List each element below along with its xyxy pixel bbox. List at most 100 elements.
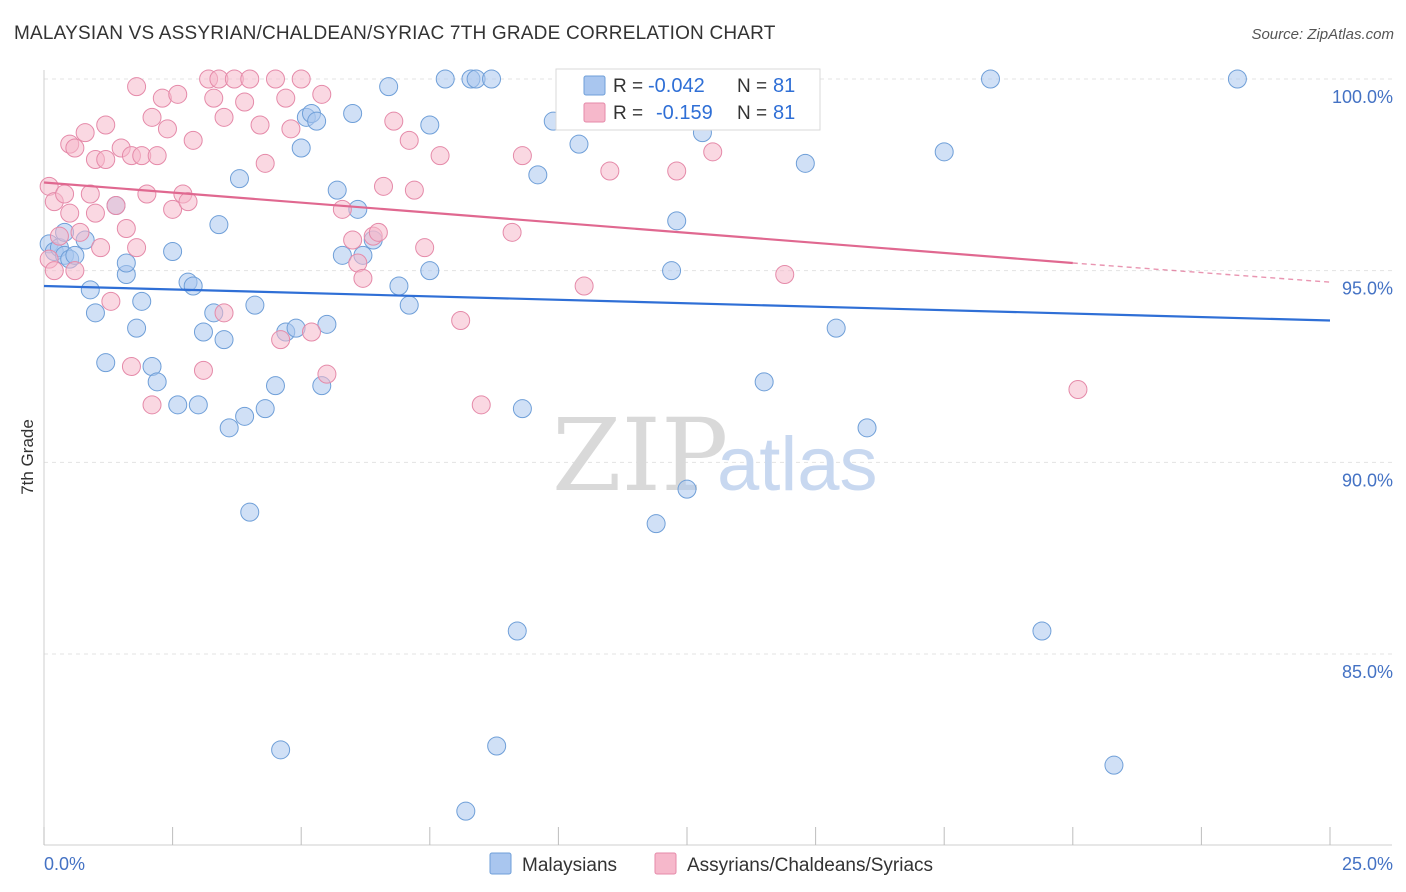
data-point-assyrians — [353, 268, 373, 288]
x-tick-label-max: 25.0% — [1342, 854, 1393, 874]
data-point-malaysians — [934, 142, 954, 162]
y-axis-tick-labels: 100.0% 95.0% 90.0% 85.0% — [1332, 87, 1393, 682]
data-point-malaysians — [291, 138, 311, 158]
legend-swatch-assyrians — [583, 102, 606, 123]
data-point-malaysians — [229, 169, 249, 189]
data-point-assyrians — [96, 115, 116, 135]
data-point-assyrians — [317, 364, 337, 384]
data-point-assyrians — [127, 77, 147, 97]
legend-r-value-0: -0.042 — [648, 75, 705, 97]
data-point-assyrians — [65, 261, 85, 281]
grid-lines — [44, 78, 1392, 655]
data-point-malaysians — [188, 395, 208, 415]
legend-r-label-0: R = — [613, 76, 643, 97]
data-point-malaysians — [569, 134, 589, 154]
trend-line-extension-assyrians — [1072, 262, 1331, 283]
data-point-malaysians — [80, 280, 100, 300]
trend-line-malaysians — [43, 284, 1331, 322]
data-point-assyrians — [512, 146, 532, 166]
data-point-malaysians — [255, 399, 275, 419]
data-point-assyrians — [121, 357, 141, 376]
data-point-assyrians — [127, 238, 147, 258]
data-point-assyrians — [281, 119, 301, 139]
legend-swatch-malaysians — [583, 75, 606, 96]
chart-source: Source: ZipAtlas.com — [1251, 26, 1394, 43]
data-point-assyrians — [502, 222, 522, 242]
data-point-assyrians — [265, 69, 285, 89]
data-point-assyrians — [178, 192, 198, 212]
data-point-malaysians — [307, 111, 327, 131]
data-point-malaysians — [132, 291, 152, 311]
data-point-malaysians — [168, 395, 188, 415]
data-point-assyrians — [49, 226, 69, 246]
data-point-assyrians — [214, 107, 234, 127]
data-point-assyrians — [276, 88, 296, 108]
x-axis-ticks — [43, 827, 1331, 845]
y-tick-label: 100.0% — [1332, 87, 1393, 107]
bottom-legend-label-malaysians: Malaysians — [522, 855, 617, 876]
legend: R = -0.042 N = 81 R = -0.159 N = 81 — [555, 68, 821, 131]
y-axis-label: 7th Grade — [18, 419, 37, 495]
data-point-malaysians — [512, 399, 532, 419]
data-point-assyrians — [399, 130, 419, 150]
data-point-assyrians — [193, 360, 213, 380]
data-point-assyrians — [384, 111, 404, 131]
watermark: ZIP atlas — [552, 397, 878, 514]
data-point-assyrians — [291, 69, 311, 89]
data-point-assyrians — [600, 161, 620, 181]
trend-lines — [43, 181, 1331, 322]
data-point-malaysians — [332, 245, 352, 265]
data-point-malaysians — [754, 372, 774, 392]
data-point-assyrians — [163, 199, 183, 219]
data-point-malaysians — [147, 372, 167, 392]
legend-r-value-1: -0.159 — [656, 102, 713, 124]
data-point-malaysians — [219, 418, 239, 438]
data-point-malaysians — [420, 261, 440, 281]
watermark-atlas: atlas — [717, 422, 878, 507]
data-point-assyrians — [96, 150, 116, 169]
data-point-malaysians — [85, 303, 105, 323]
data-point-assyrians — [80, 184, 100, 204]
data-point-malaysians — [379, 77, 399, 97]
chart-title: MALAYSIAN VS ASSYRIAN/CHALDEAN/SYRIAC 7T… — [14, 23, 776, 44]
legend-n-value-1: 81 — [773, 102, 795, 124]
data-point-assyrians — [374, 176, 394, 196]
x-tick-label-min: 0.0% — [44, 854, 85, 874]
legend-n-label-0: N = — [737, 76, 767, 97]
data-point-malaysians — [677, 479, 697, 499]
bottom-legend: Malaysians Assyrians/Chaldeans/Syriacs — [489, 852, 933, 876]
data-point-malaysians — [667, 211, 687, 231]
data-point-assyrians — [471, 395, 491, 415]
data-point-assyrians — [574, 276, 594, 296]
data-point-malaysians — [507, 621, 527, 641]
y-tick-label: 90.0% — [1342, 470, 1393, 490]
data-point-assyrians — [415, 238, 435, 258]
data-point-assyrians — [301, 322, 321, 342]
data-point-malaysians — [163, 242, 183, 261]
data-point-malaysians — [399, 295, 419, 315]
data-point-assyrians — [368, 222, 388, 242]
data-point-assyrians — [106, 196, 126, 215]
data-point-malaysians — [214, 330, 234, 350]
data-point-malaysians — [456, 801, 476, 821]
data-point-assyrians — [65, 138, 85, 158]
data-point-assyrians — [1068, 380, 1088, 399]
data-point-malaysians — [209, 215, 229, 235]
data-point-malaysians — [235, 406, 255, 426]
data-point-assyrians — [142, 107, 162, 127]
data-point-malaysians — [1032, 621, 1052, 641]
bottom-legend-swatch-assyrians — [654, 852, 677, 875]
data-point-assyrians — [703, 142, 723, 162]
data-point-assyrians — [332, 199, 352, 219]
data-point-assyrians — [430, 146, 450, 166]
data-point-assyrians — [451, 311, 471, 330]
legend-n-value-0: 81 — [773, 75, 795, 97]
data-point-assyrians — [142, 395, 162, 415]
data-point-assyrians — [44, 261, 64, 281]
data-point-malaysians — [435, 69, 455, 89]
trend-line-assyrians — [43, 181, 1073, 265]
data-point-assyrians — [60, 203, 80, 223]
watermark-zip: ZIP — [552, 397, 728, 514]
data-point-assyrians — [157, 119, 177, 139]
data-points — [39, 69, 1247, 821]
